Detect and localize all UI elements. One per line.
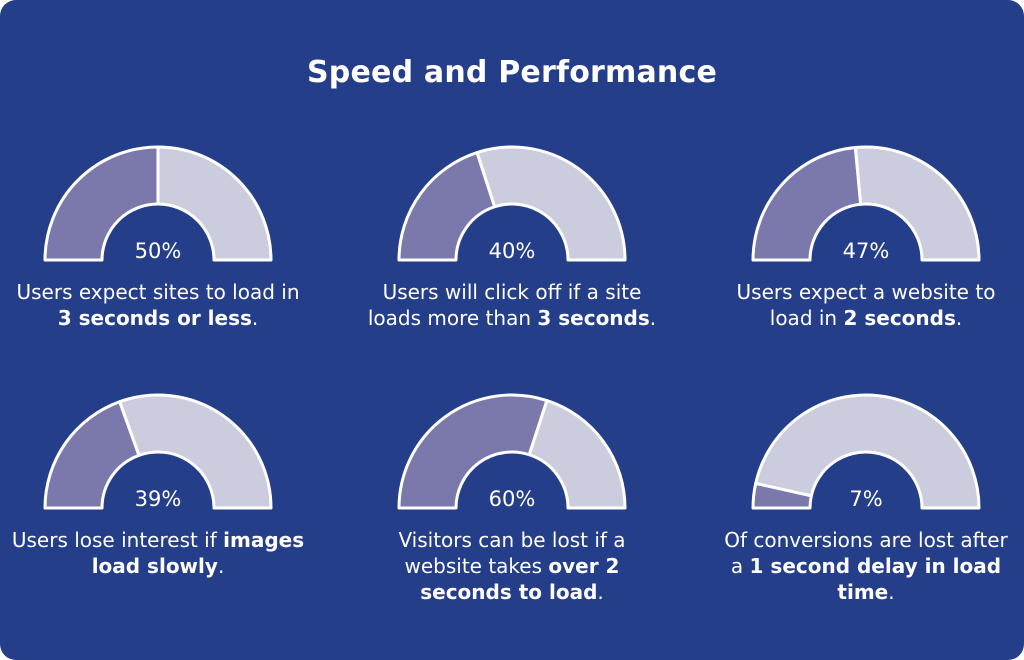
gauge-remaining-segment [118, 393, 273, 510]
gauge: 60% [397, 393, 627, 511]
caption-text: . [597, 580, 604, 604]
caption-emphasis: over 2 seconds to load [420, 554, 620, 604]
gauge: 40% [397, 145, 627, 263]
gauge-remaining-segment [156, 145, 273, 262]
caption-text: . [888, 580, 895, 604]
caption-text: . [251, 306, 259, 330]
gauge: 7% [751, 393, 981, 511]
caption-text: . [955, 306, 963, 330]
caption-text: Users expect a website to load in [736, 280, 996, 330]
caption-emphasis: images load slowly [91, 528, 305, 578]
caption-text: Visitors can be lost if a website takes [398, 528, 626, 578]
gauge-filled-segment [751, 146, 863, 262]
gauge-caption: Users lose interest if images load slowl… [8, 527, 308, 579]
gauge-caption: Users will click off if a site loads mor… [362, 279, 662, 331]
gauge-filled-segment [397, 151, 497, 262]
gauge-caption: Visitors can be lost if a website takes … [362, 527, 662, 605]
gauge-value-label: 50% [135, 239, 182, 263]
gauge-remaining-segment [475, 145, 627, 262]
gauge-caption: Users expect a website to load in 2 seco… [716, 279, 1016, 331]
gauge: 47% [751, 145, 981, 263]
gauge-caption: Users expect sites to load in 3 seconds … [8, 279, 308, 331]
gauge-value-label: 39% [135, 487, 182, 511]
caption-emphasis: 3 seconds [537, 306, 650, 330]
gauge-filled-segment [397, 393, 549, 510]
caption-emphasis: 3 seconds or less [57, 306, 252, 330]
caption-text: . [649, 306, 657, 330]
caption-emphasis: 2 seconds [843, 306, 956, 330]
gauge-remaining-segment [853, 145, 981, 262]
gauge-remaining-segment [754, 393, 981, 510]
caption-text: Users will click off if a site loads mor… [367, 280, 642, 330]
gauge-remaining-segment [527, 399, 627, 510]
gauge-filled-segment [43, 145, 160, 262]
caption-text: Of conversions are lost after a [724, 528, 1008, 578]
gauge-value-label: 7% [849, 487, 882, 511]
gauge: 50% [43, 145, 273, 263]
gauge: 39% [43, 393, 273, 511]
caption-text: Users lose interest if [11, 528, 224, 552]
caption-emphasis: 1 second delay in load time [749, 554, 1002, 604]
gauge-value-label: 47% [843, 239, 890, 263]
gauge-caption: Of conversions are lost after a 1 second… [716, 527, 1016, 605]
gauge-value-label: 40% [489, 239, 536, 263]
page-title: Speed and Performance [307, 55, 717, 90]
caption-text: . [217, 554, 225, 578]
gauge-value-label: 60% [489, 487, 536, 511]
caption-text: Users expect sites to load in [16, 280, 300, 304]
